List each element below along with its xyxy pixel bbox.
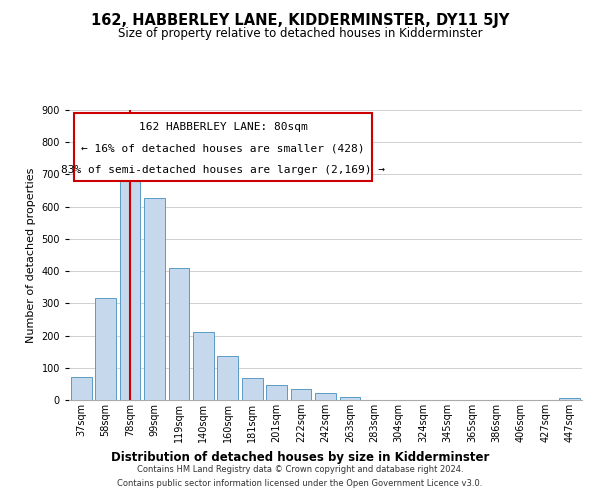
Bar xyxy=(144,198,165,400)
Bar xyxy=(340,397,361,400)
FancyBboxPatch shape xyxy=(74,113,371,181)
Text: 162 HABBERLEY LANE: 80sqm: 162 HABBERLEY LANE: 80sqm xyxy=(139,122,307,132)
Y-axis label: Number of detached properties: Number of detached properties xyxy=(26,168,36,342)
Bar xyxy=(119,180,140,400)
Text: 83% of semi-detached houses are larger (2,169) →: 83% of semi-detached houses are larger (… xyxy=(61,165,385,175)
Bar xyxy=(315,393,336,400)
Text: ← 16% of detached houses are smaller (428): ← 16% of detached houses are smaller (42… xyxy=(81,144,365,154)
Bar xyxy=(559,398,580,400)
Text: Size of property relative to detached houses in Kidderminster: Size of property relative to detached ho… xyxy=(118,28,482,40)
Bar xyxy=(242,378,263,400)
Text: Contains HM Land Registry data © Crown copyright and database right 2024.
Contai: Contains HM Land Registry data © Crown c… xyxy=(118,466,482,487)
Bar xyxy=(290,388,311,400)
Text: 162, HABBERLEY LANE, KIDDERMINSTER, DY11 5JY: 162, HABBERLEY LANE, KIDDERMINSTER, DY11… xyxy=(91,12,509,28)
Text: Distribution of detached houses by size in Kidderminster: Distribution of detached houses by size … xyxy=(111,451,489,464)
Bar xyxy=(169,268,190,400)
Bar xyxy=(266,385,287,400)
Bar xyxy=(71,378,92,400)
Bar xyxy=(193,332,214,400)
Bar xyxy=(217,356,238,400)
Bar xyxy=(95,298,116,400)
